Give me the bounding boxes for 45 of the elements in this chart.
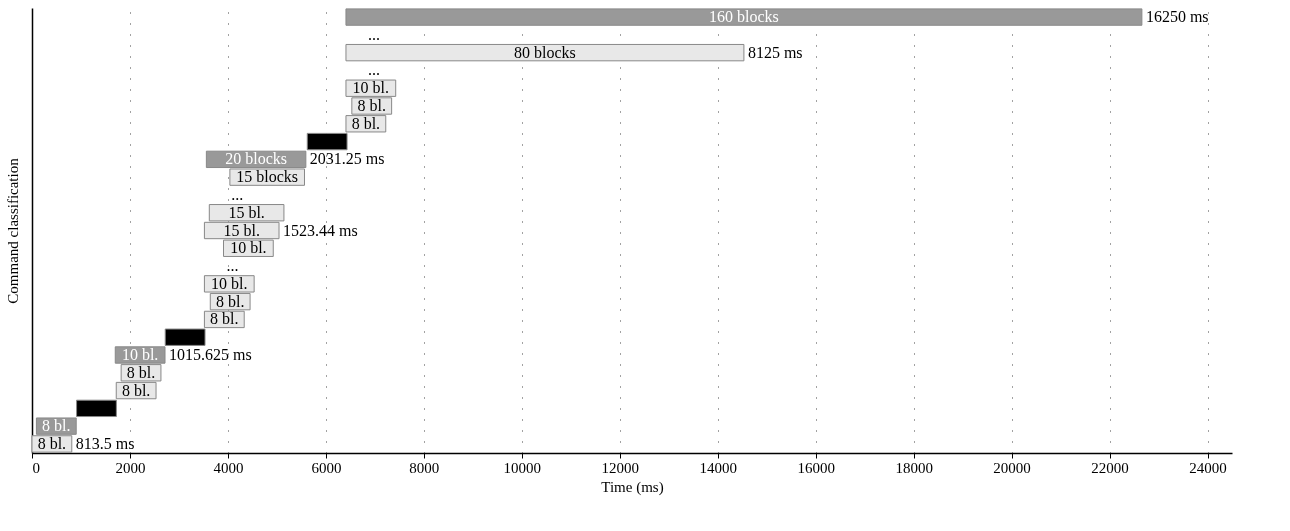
annotation: ... [226,257,239,275]
x-tick-label: 0 [32,459,40,476]
y-axis-title: Command classification [4,157,21,304]
x-tick-label: 12000 [601,459,640,476]
y-tick-label: 15 bl. [228,203,265,221]
y-tick-label: 10 bl. [211,274,248,292]
y-tick-label: 10 bl. [352,79,390,97]
annotation: 1015.625 ms [169,346,252,363]
annotation: ... [367,61,380,79]
y-tick-label: 8 bl. [210,310,239,328]
y-tick-label: 8 bl. [37,434,67,452]
y-tick-label: 160 blocks [709,8,779,26]
annotation: 16250 ms [1145,8,1209,26]
x-tick-label: 8000 [409,459,440,476]
x-tick-label: 14000 [699,459,737,476]
annotation: ... [231,185,244,203]
annotation: 813.5 ms [75,434,135,452]
x-tick-label: 24000 [1189,459,1227,476]
y-tick-label: 8 bl. [357,97,386,114]
y-tick-label: 8 bl. [215,292,245,310]
y-tick-label: 15 bl. [223,221,260,239]
x-tick-label: 16000 [797,459,835,476]
y-tick-label: 8 bl. [121,381,151,399]
y-tick-label: 10 bl. [230,239,267,257]
y-tick-label: 20 blocks [225,150,287,168]
y-tick-label: 8 bl. [126,363,156,381]
annotation: 2031.25 ms [309,150,385,168]
x-tick-label: 22000 [1091,459,1129,476]
annotation: 1523.44 ms [283,221,358,239]
annotation: ... [367,25,380,43]
bar [345,8,1143,26]
y-tick-label: 8 bl. [351,114,381,132]
bar [345,43,745,62]
x-tick-label: 6000 [311,459,342,476]
x-tick-label: 10000 [503,459,542,476]
y-tick-label: 10 bl. [121,346,159,363]
y-tick-label: 8 bl. [42,417,71,435]
x-tick-label: 18000 [895,459,933,476]
y-tick-label: 80 blocks [514,43,576,61]
annotation: 8125 ms [747,43,803,61]
y-tick-label: 15 blocks [236,168,299,186]
x-tick-label: 4000 [213,459,244,476]
x-tick-label: 2000 [115,459,146,476]
x-axis-title: Time (ms) [601,478,664,496]
x-tick-label: 20000 [993,459,1031,476]
